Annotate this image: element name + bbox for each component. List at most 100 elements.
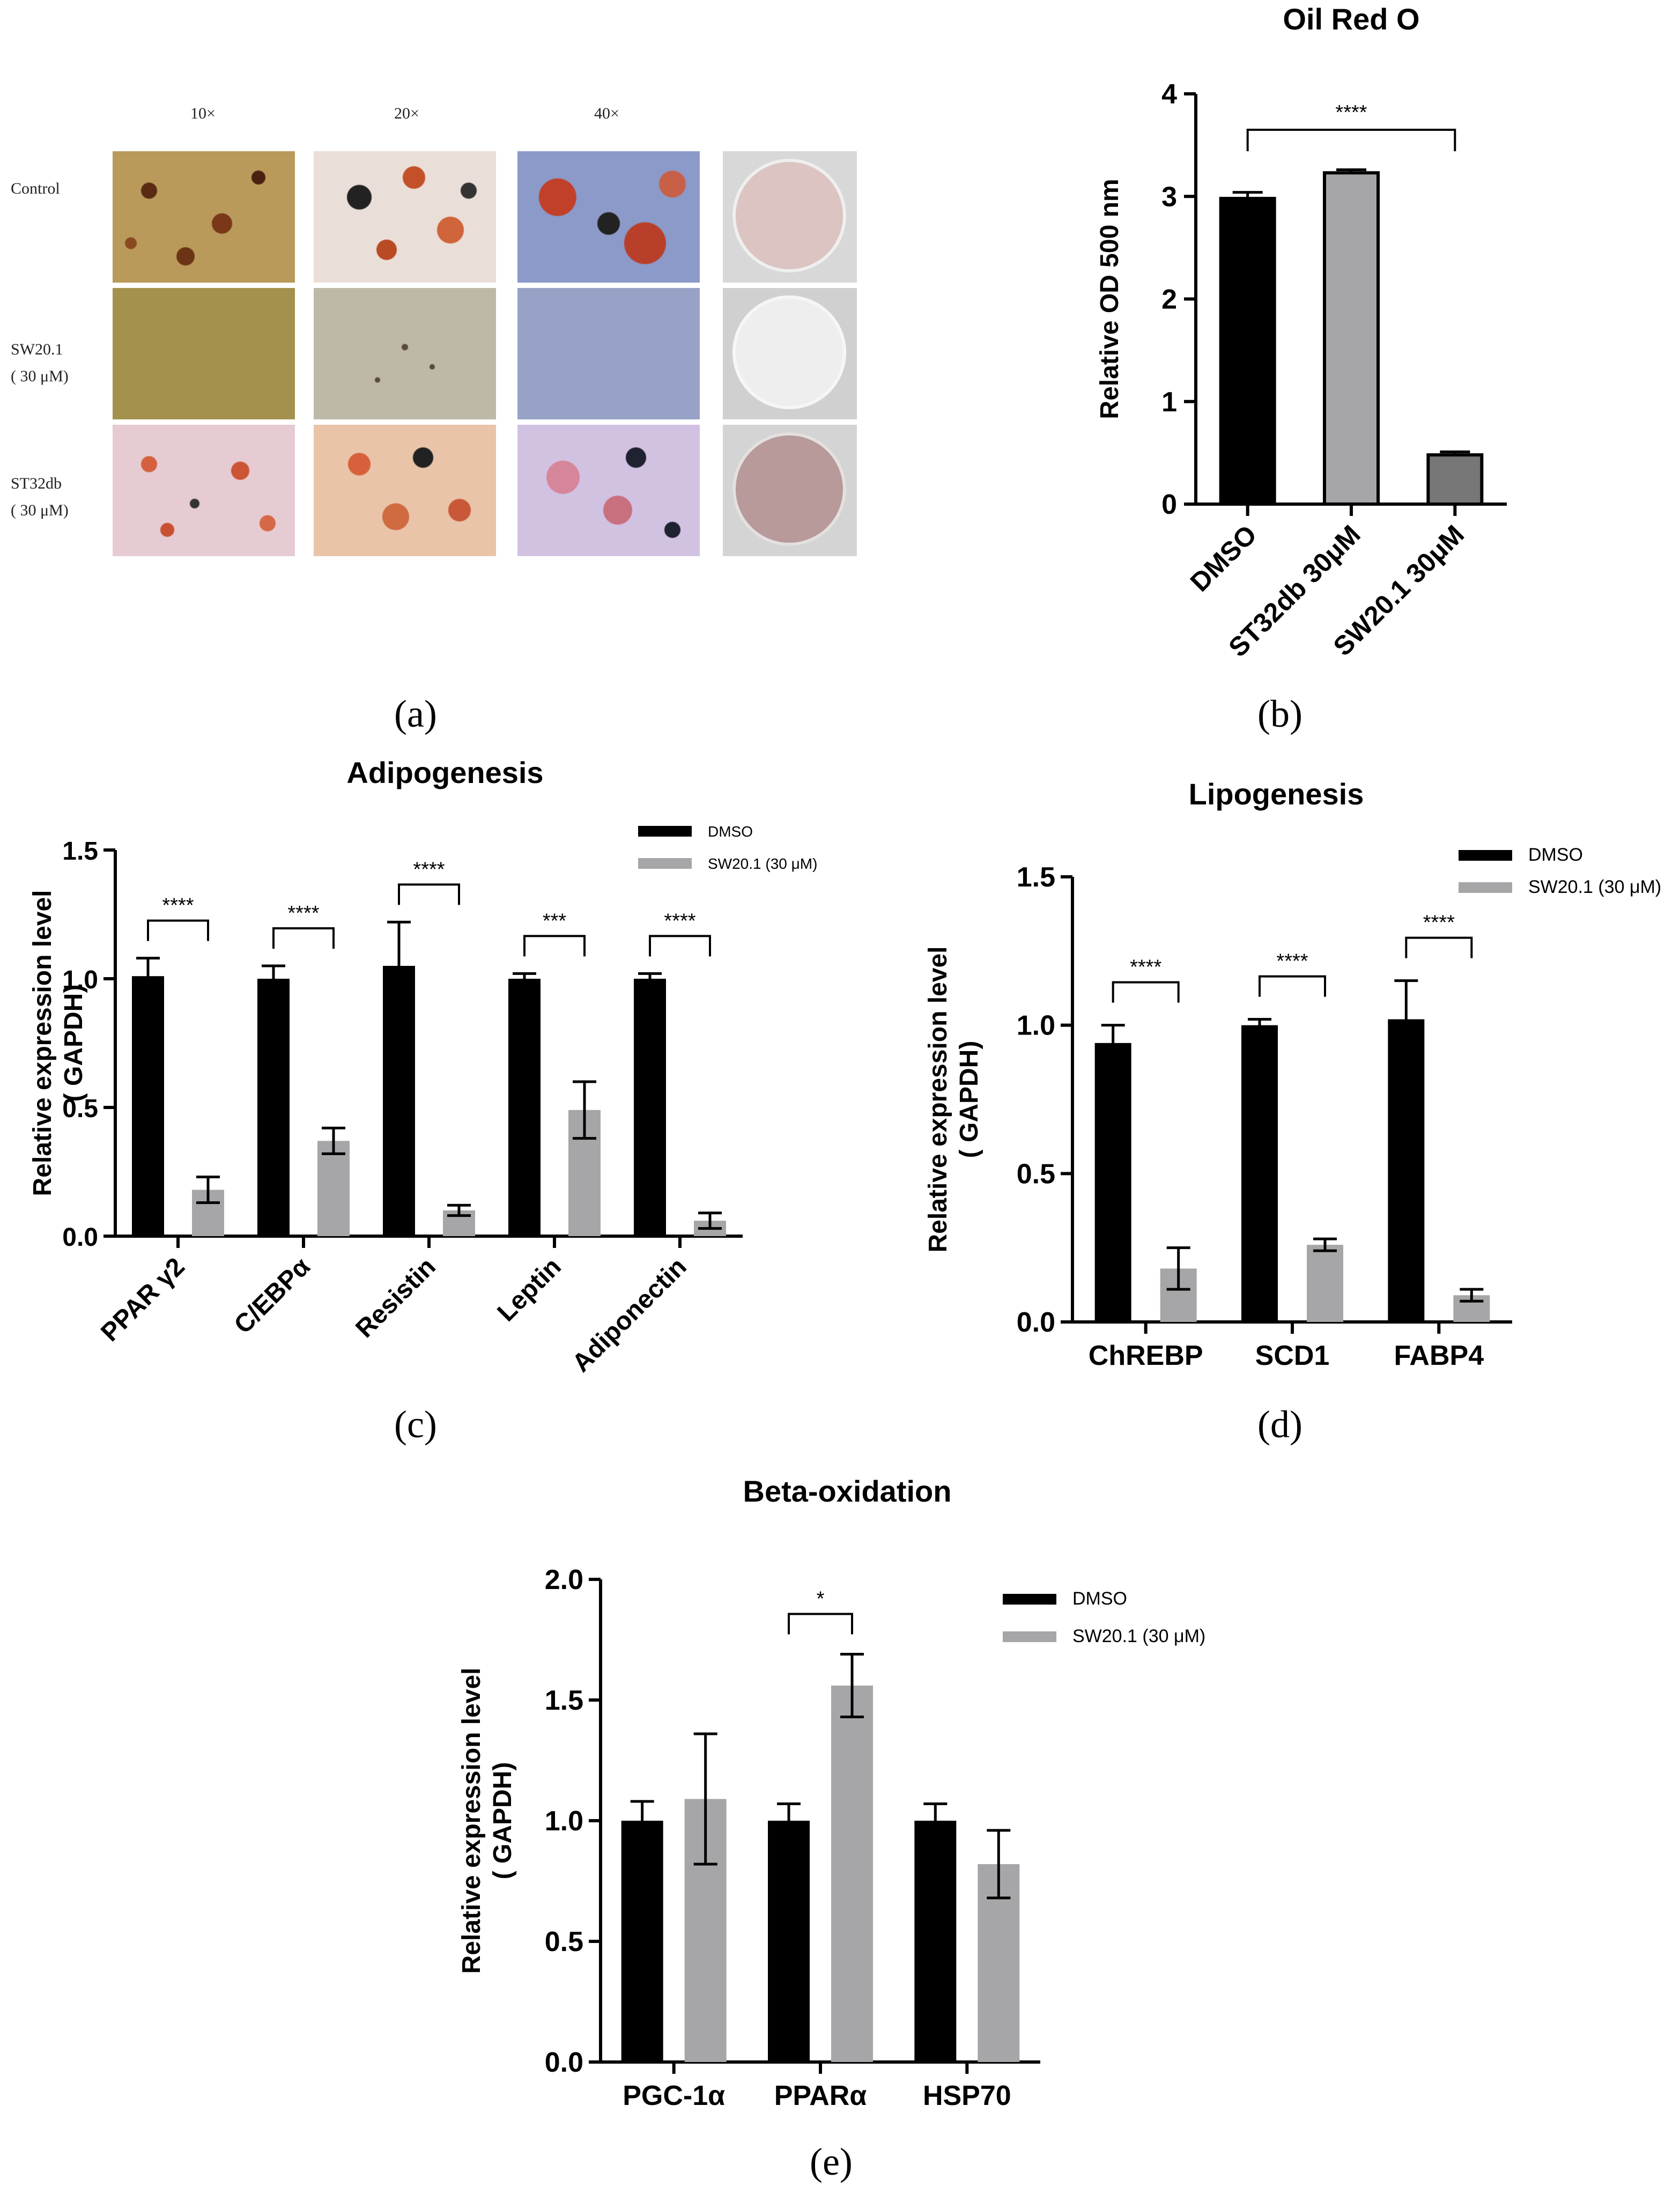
y-tick-label: 0.0	[545, 2047, 583, 2078]
bar-sw201	[317, 1141, 350, 1236]
y-tick-label: 1.5	[1017, 862, 1055, 893]
x-tick-label: Leptin	[492, 1252, 566, 1327]
y-axis-label: Relative OD 500 nm	[1096, 179, 1124, 419]
y-tick-label: 1.5	[62, 837, 98, 866]
mag-label-20x: 20×	[394, 105, 419, 122]
y-tick-label: 0	[1161, 489, 1177, 520]
significance-label: ****	[413, 858, 445, 881]
bar-dmso	[132, 976, 164, 1236]
mag-label-10x: 10×	[190, 105, 216, 122]
y-tick-label: 0.0	[62, 1223, 98, 1252]
x-tick-label: FABP4	[1394, 1340, 1484, 1371]
legend-label: DMSO	[1072, 1588, 1127, 1609]
bar-dmso	[621, 1821, 663, 2062]
micrograph-st32db-10x	[113, 425, 295, 556]
row-sublabel-st32db: ( 30 μM)	[11, 501, 69, 519]
panel-a: 10× 20× 40× Control SW20.1 ( 30 μM) ST32…	[0, 0, 879, 762]
y-axis-label: Relative expression level	[457, 1668, 486, 1974]
y-tick-label: 1.0	[62, 966, 98, 994]
significance-bracket	[1405, 936, 1473, 958]
row-label-sw201: SW20.1	[11, 341, 63, 358]
micrograph-control-40x	[517, 151, 700, 283]
significance-label: ****	[287, 902, 319, 925]
x-tick-label: C/EBPα	[229, 1252, 316, 1339]
x-tick-label: PPAR γ2	[95, 1252, 190, 1347]
significance-label: ****	[1335, 101, 1367, 124]
legend-label: DMSO	[1528, 845, 1583, 865]
significance-bracket	[523, 935, 586, 957]
significance-bracket	[398, 883, 460, 905]
legend-label: SW20.1 (30 μM)	[1072, 1626, 1205, 1646]
bar-dmso	[1388, 1019, 1425, 1322]
chart-title: Oil Red O	[1283, 2, 1419, 36]
chart-title: Beta-oxidation	[743, 1474, 952, 1508]
significance-bracket	[1112, 981, 1180, 1003]
micrograph-st32db-20x	[314, 425, 496, 556]
significance-bracket	[272, 927, 335, 949]
legend-label: DMSO	[708, 823, 753, 840]
micrograph-st32db-40x	[517, 425, 700, 556]
x-tick-label: DMSO	[1185, 519, 1263, 597]
bar-dmso	[508, 979, 541, 1236]
micrograph-sw201-40x	[517, 288, 700, 419]
legend-label: SW20.1 (30 μM)	[708, 855, 817, 872]
y-tick-label: 0.5	[62, 1095, 98, 1123]
y-tick-label: 1	[1161, 387, 1177, 418]
bar-dmso	[1094, 1043, 1131, 1322]
caption-a: (a)	[394, 692, 437, 735]
micrograph-sw201-10x	[113, 288, 295, 419]
chart-title: Lipogenesis	[1189, 777, 1364, 811]
y-axis-label: ( GAPDH)	[955, 1041, 983, 1158]
legend-swatch	[638, 858, 692, 869]
chart-lipogenesis: Lipogenesis 0.0 0.5 1.0 1.5 Relative expressi…	[924, 777, 1661, 1371]
x-tick-label: PGC-1α	[623, 2080, 725, 2111]
y-axis-label: ( GAPDH)	[489, 1762, 517, 1880]
bar-dmso	[634, 979, 666, 1236]
y-tick-label: 1.0	[545, 1806, 583, 1837]
chart-title: Adipogenesis	[346, 756, 543, 789]
y-tick-label: 0.5	[1017, 1158, 1055, 1189]
row-label-control: Control	[11, 180, 60, 197]
micrograph-sw201-20x	[314, 288, 496, 419]
y-axis-label: ( GAPDH)	[60, 985, 88, 1102]
bar	[1426, 453, 1484, 506]
legend-swatch	[1003, 1631, 1056, 1642]
bar-dmso	[257, 979, 290, 1236]
x-tick-label: HSP70	[923, 2080, 1011, 2111]
significance-bracket	[147, 919, 209, 941]
chart-beta-oxidation: Beta-oxidation 0.0 0.5 1.0 1.5 2.0 Relative ex…	[457, 1474, 1205, 2111]
significance-label: ****	[664, 910, 695, 932]
significance-bracket	[1259, 975, 1326, 997]
legend-swatch	[1003, 1594, 1056, 1605]
x-tick-label: ChREBP	[1089, 1340, 1203, 1371]
caption-d: (d)	[1257, 1403, 1302, 1446]
bar	[1219, 197, 1276, 506]
y-tick-label: 0.0	[1017, 1307, 1055, 1338]
x-tick-label: SCD1	[1255, 1340, 1330, 1371]
row-sublabel-sw201: ( 30 μM)	[11, 367, 69, 385]
mag-label-40x: 40×	[594, 105, 619, 122]
legend-swatch	[1459, 850, 1512, 861]
well-image-sw201	[723, 288, 857, 419]
legend-swatch	[638, 826, 692, 837]
legend-swatch	[1459, 882, 1512, 893]
y-tick-label: 1.0	[1017, 1010, 1055, 1041]
x-tick-label: Adiponectin	[567, 1252, 692, 1378]
y-tick-label: 1.5	[545, 1685, 583, 1716]
micrograph-control-20x	[314, 151, 496, 283]
x-tick-label: PPARα	[774, 2080, 867, 2111]
row-label-st32db: ST32db	[11, 475, 62, 492]
well-image-st32db	[723, 425, 857, 556]
significance-label: ****	[1423, 912, 1455, 934]
x-tick-label: Resistin	[350, 1252, 441, 1343]
legend-label: SW20.1 (30 μM)	[1528, 877, 1661, 897]
bar-dmso	[914, 1821, 957, 2062]
y-tick-label: 2	[1161, 284, 1177, 315]
significance-label: ***	[543, 910, 567, 932]
significance-bracket	[788, 1613, 853, 1635]
bar-dmso	[768, 1821, 810, 2062]
caption-b: (b)	[1257, 692, 1302, 735]
bar-dmso	[1241, 1025, 1278, 1322]
